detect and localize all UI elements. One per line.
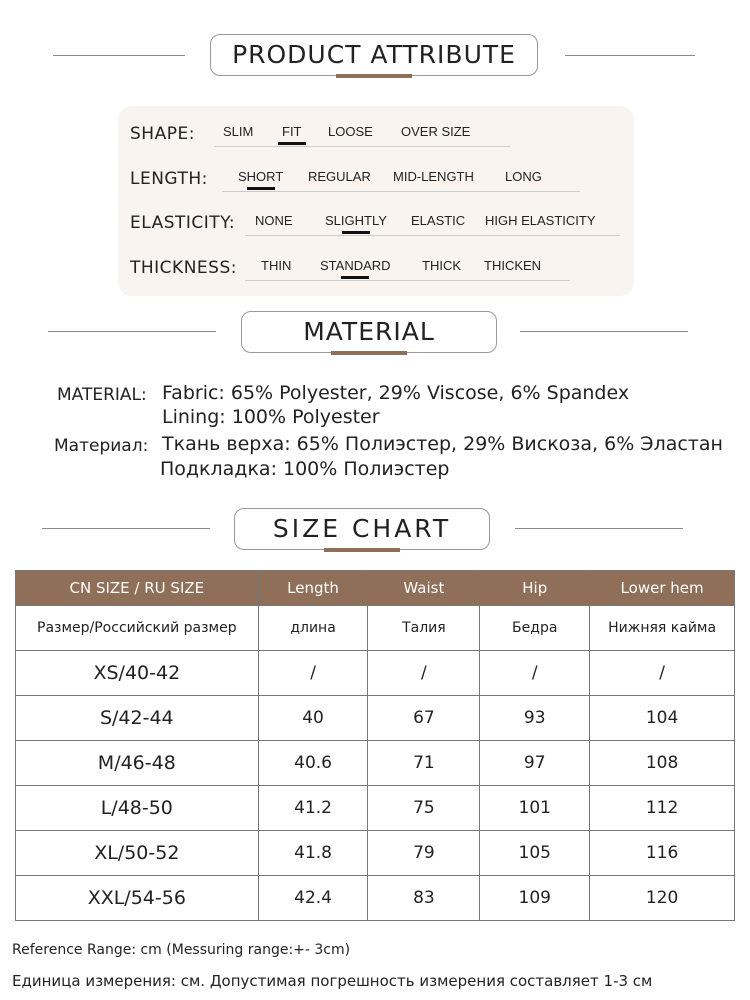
size-cell: L/48-50	[15, 785, 259, 831]
size-cell: S/42-44	[15, 695, 259, 741]
measurement-cell: 109	[479, 875, 591, 921]
column-subheader: Бедра	[479, 605, 591, 651]
attribute-label: LENGTH:	[130, 169, 208, 189]
attribute-label: THICKNESS:	[130, 258, 237, 278]
measurement-cell: 75	[367, 785, 481, 831]
measurement-cell: 108	[589, 740, 735, 786]
measurement-cell: /	[257, 650, 369, 696]
measurement-cell: 42.4	[257, 875, 369, 921]
column-header: Length	[257, 570, 369, 606]
material-fabric-en: Fabric: 65% Polyester, 29% Viscose, 6% S…	[162, 382, 630, 404]
size-cell: M/46-48	[15, 740, 259, 786]
column-header: CN SIZE / RU SIZE	[15, 570, 259, 606]
table-row: XXL/54-56 42.4 83 109 120	[15, 875, 735, 921]
measurement-cell: 79	[367, 830, 481, 876]
section-title-text: SIZE CHART	[272, 514, 452, 543]
measurement-cell: /	[589, 650, 735, 696]
attribute-option: HIGH ELASTICITY	[485, 213, 596, 228]
table-row: XL/50-52 41.8 79 105 116	[15, 830, 735, 876]
attribute-panel: SHAPE: SLIM FIT LOOSE OVER SIZE LENGTH: SHORT R…	[118, 106, 634, 296]
attribute-underline	[245, 235, 620, 236]
measurement-cell: 112	[589, 785, 735, 831]
measurement-cell: /	[479, 650, 591, 696]
attribute-label: SHAPE:	[130, 124, 195, 144]
attribute-option-selected: FIT	[282, 124, 302, 139]
divider	[53, 55, 185, 56]
section-title-material: MATERIAL	[241, 311, 497, 355]
column-subheader: Талия	[367, 605, 481, 651]
attribute-label: ELASTICITY:	[130, 213, 236, 233]
attribute-underline	[214, 146, 510, 147]
attribute-underline	[245, 280, 570, 281]
measurement-cell: 101	[479, 785, 591, 831]
divider	[48, 331, 216, 332]
divider	[520, 331, 688, 332]
size-chart-table: CN SIZE / RU SIZE Length Waist Hip Lower hem…	[15, 570, 735, 921]
table-header-row: CN SIZE / RU SIZE Length Waist Hip Lower hem	[15, 570, 735, 606]
column-header: Hip	[479, 570, 591, 606]
measurement-cell: 40	[257, 695, 369, 741]
attribute-option: MID-LENGTH	[393, 169, 474, 184]
size-cell: XXL/54-56	[15, 875, 259, 921]
table-row: L/48-50 41.2 75 101 112	[15, 785, 735, 831]
divider	[565, 55, 695, 56]
attribute-underline	[222, 191, 580, 192]
title-accent-bar	[324, 548, 400, 552]
table-row: S/42-44 40 67 93 104	[15, 695, 735, 741]
material-lining-ru: Подкладка: 100% Полиэстер	[160, 458, 450, 480]
column-subheader: Нижняя кайма	[589, 605, 735, 651]
attribute-option: ELASTIC	[411, 213, 466, 228]
measurement-cell: 40.6	[257, 740, 369, 786]
column-subheader: длина	[257, 605, 369, 651]
title-accent-bar	[331, 351, 407, 355]
measurement-cell: 41.2	[257, 785, 369, 831]
section-title-size-chart: SIZE CHART	[234, 508, 490, 552]
measurement-cell: 97	[479, 740, 591, 786]
table-row: M/46-48 40.6 71 97 108	[15, 740, 735, 786]
attribute-option: THICK	[422, 258, 461, 273]
column-header: Lower hem	[589, 570, 735, 606]
measurement-cell: 105	[479, 830, 591, 876]
material-fabric-ru: Ткань верха: 65% Полиэстер, 29% Вискоза,…	[162, 433, 723, 455]
measurement-cell: /	[367, 650, 481, 696]
section-title-text: PRODUCT ATTRIBUTE	[232, 40, 516, 69]
title-accent-bar	[336, 74, 412, 78]
section-title-text: MATERIAL	[303, 317, 435, 346]
attribute-option: OVER SIZE	[401, 124, 471, 139]
measurement-cell: 83	[367, 875, 481, 921]
measurement-cell: 71	[367, 740, 481, 786]
attribute-option: THIN	[261, 258, 292, 273]
measurement-cell: 93	[479, 695, 591, 741]
size-cell: XL/50-52	[15, 830, 259, 876]
material-label-en: MATERIAL:	[57, 385, 147, 405]
measurement-cell: 41.8	[257, 830, 369, 876]
section-title-product-attribute: PRODUCT ATTRIBUTE	[210, 34, 538, 78]
divider	[515, 528, 683, 529]
material-lining-en: Lining: 100% Polyester	[162, 406, 380, 428]
attribute-option: THICKEN	[484, 258, 542, 273]
footer-reference-ru: Единица измерения: см. Допустимая погреш…	[12, 972, 653, 990]
attribute-option: REGULAR	[308, 169, 371, 184]
divider	[42, 528, 210, 529]
attribute-option-selected: SHORT	[238, 169, 284, 184]
footer-reference-en: Reference Range: cm (Messuring range:+- …	[12, 942, 351, 958]
attribute-option: NONE	[255, 213, 293, 228]
measurement-cell: 120	[589, 875, 735, 921]
column-header: Waist	[367, 570, 481, 606]
measurement-cell: 116	[589, 830, 735, 876]
table-subheader-row: Размер/Российский размер длина Талия Бедра Н…	[15, 605, 735, 651]
measurement-cell: 104	[589, 695, 735, 741]
attribute-option: LONG	[505, 169, 542, 184]
column-subheader: Размер/Российский размер	[15, 605, 259, 651]
attribute-option: SLIM	[223, 124, 254, 139]
measurement-cell: 67	[367, 695, 481, 741]
attribute-option-selected: SLIGHTLY	[325, 213, 387, 228]
size-cell: XS/40-42	[15, 650, 259, 696]
table-row: XS/40-42// / /	[15, 650, 735, 696]
attribute-option: LOOSE	[328, 124, 373, 139]
material-label-ru: Материал:	[54, 436, 149, 456]
attribute-option-selected: STANDARD	[320, 258, 391, 273]
